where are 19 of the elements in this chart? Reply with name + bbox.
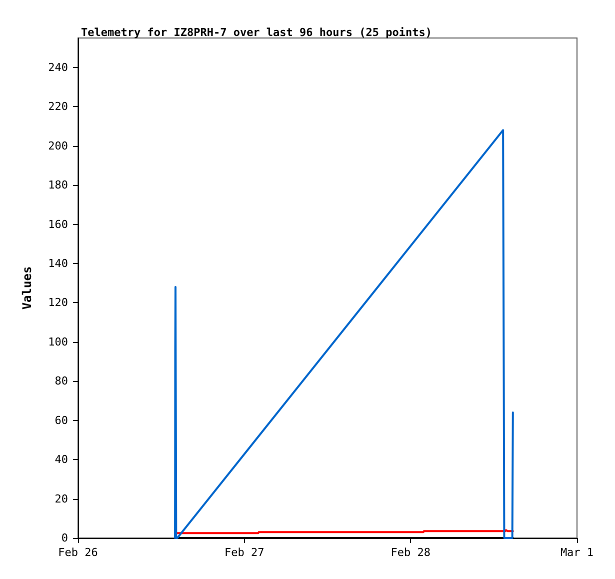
y-axis-title: Values	[20, 266, 34, 310]
y-tick-label: 0	[61, 532, 68, 544]
y-tick-label: 240	[48, 60, 68, 74]
y-tick-label: 140	[48, 256, 68, 270]
chart-title: Telemetry for IZ8PRH-7 over last 96 hours (25 points)	[81, 26, 432, 39]
x-tick-label: Feb 28	[390, 546, 431, 559]
y-tick-label: 40	[54, 453, 68, 466]
y-tick-label: 180	[48, 178, 68, 192]
x-tick-label: Feb 26	[58, 546, 98, 559]
x-tick-label: Mar 1	[560, 546, 594, 559]
y-tick-label: 160	[48, 218, 68, 231]
y-tick-label: 60	[54, 414, 68, 427]
y-tick-label: 120	[48, 296, 68, 310]
y-tick-label: 200	[48, 139, 68, 152]
x-tick-label: Feb 27	[224, 546, 264, 559]
y-tick-label: 20	[54, 492, 68, 506]
y-tick-label: 100	[48, 335, 68, 348]
y-tick-label: 220	[48, 100, 68, 114]
y-tick-label: 80	[54, 374, 68, 388]
